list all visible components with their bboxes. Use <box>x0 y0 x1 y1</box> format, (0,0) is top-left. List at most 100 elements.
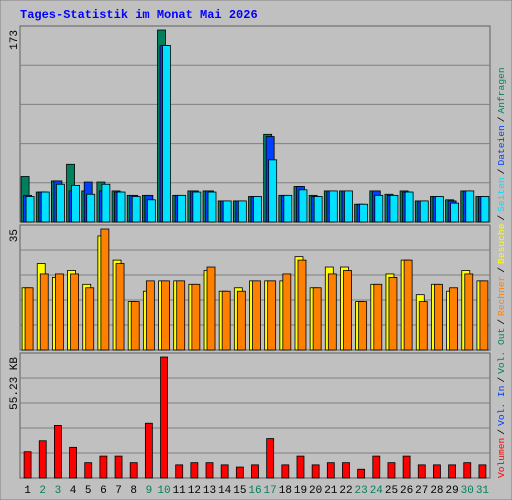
bar <box>99 455 108 479</box>
bar <box>404 191 414 223</box>
x-tick-label: 24 <box>370 485 384 497</box>
x-tick-label: 2 <box>39 485 46 497</box>
legend-entry: Rechner <box>496 276 507 316</box>
legend-entry: Besuche <box>496 223 507 264</box>
bar <box>145 280 155 351</box>
bar <box>372 455 381 479</box>
bar <box>100 228 110 351</box>
bar <box>342 462 350 479</box>
x-tick-label: 15 <box>233 485 246 497</box>
x-tick-label: 6 <box>100 485 107 497</box>
x-tick-label: 21 <box>324 485 338 497</box>
bar <box>25 196 35 223</box>
x-tick-label: 16 <box>248 485 261 497</box>
bar <box>388 276 398 351</box>
bar <box>131 196 141 223</box>
bar <box>419 200 429 223</box>
bar <box>266 438 275 479</box>
x-tick-label: 5 <box>85 485 92 497</box>
x-tick-label: 17 <box>264 485 277 497</box>
x-tick-label: 3 <box>55 485 62 497</box>
bar <box>235 466 244 479</box>
y-tick-label: 35 <box>9 229 21 242</box>
bar <box>39 273 49 351</box>
x-tick-label: 29 <box>445 485 458 497</box>
bar <box>191 283 201 351</box>
bar <box>253 196 262 223</box>
legend: Volumen / Vol. In / Vol. Out / Rechner / Besuche… <box>496 67 507 478</box>
x-tick-label: 18 <box>279 485 292 497</box>
bar <box>402 455 411 479</box>
legend-separator: / <box>496 377 507 383</box>
bar <box>464 273 474 351</box>
chart-title: Tages-Statistik im Monat Mai 2026 <box>20 8 258 22</box>
x-tick-label: 31 <box>476 485 490 497</box>
bar <box>115 263 125 351</box>
bar <box>358 301 368 351</box>
x-tick-label: 14 <box>218 485 232 497</box>
bar <box>328 190 338 223</box>
bar <box>267 280 277 351</box>
bar <box>162 45 171 223</box>
x-tick-label: 19 <box>294 485 307 497</box>
x-tick-label: 1 <box>24 485 31 497</box>
bar <box>297 259 307 351</box>
legend-entry: Anfragen <box>496 67 507 113</box>
x-tick-label: 25 <box>385 485 398 497</box>
bar <box>55 273 64 351</box>
bar <box>450 202 459 223</box>
bar <box>160 356 168 479</box>
bar <box>144 422 153 479</box>
bar <box>177 194 187 223</box>
bar <box>24 287 34 351</box>
y-tick-label: 173 <box>9 30 21 50</box>
x-tick-label: 30 <box>461 485 474 497</box>
legend-entry: Volumen <box>496 438 507 478</box>
bar <box>69 446 77 479</box>
bar <box>374 194 384 223</box>
bar <box>23 451 32 479</box>
bar <box>357 468 366 479</box>
legend-entry: Vol. In <box>496 386 507 426</box>
legend-separator: / <box>496 215 507 221</box>
bar <box>70 273 79 351</box>
bar <box>206 266 216 351</box>
x-tick-label: 7 <box>115 485 122 497</box>
bar <box>236 290 246 351</box>
x-tick-label: 20 <box>309 485 322 497</box>
bar <box>207 191 217 223</box>
bar <box>311 464 320 479</box>
bar <box>192 191 202 223</box>
bar <box>435 196 444 223</box>
x-tick-label: 9 <box>146 485 153 497</box>
bar <box>221 290 231 351</box>
bar <box>433 464 441 479</box>
bar <box>326 462 335 479</box>
bar <box>85 287 95 351</box>
legend-entry: Seiten <box>496 177 507 212</box>
bar <box>38 440 47 479</box>
bar <box>220 464 229 479</box>
bar <box>463 462 472 479</box>
bar <box>480 196 490 223</box>
legend-separator: / <box>496 429 507 435</box>
bar <box>146 199 156 223</box>
plot-area <box>19 352 491 479</box>
bar <box>448 464 456 479</box>
bar <box>449 287 458 351</box>
bar <box>40 191 50 223</box>
x-tick-label: 8 <box>130 485 137 497</box>
bar <box>312 287 322 351</box>
legend-entry: Vol. Out <box>496 328 507 374</box>
bar <box>116 191 126 223</box>
bar <box>222 200 232 223</box>
bar <box>237 200 247 223</box>
bar <box>114 455 123 479</box>
x-tick-label: 27 <box>415 485 428 497</box>
bar <box>296 455 305 479</box>
bar <box>86 193 96 223</box>
x-tick-label: 12 <box>188 485 201 497</box>
bar <box>161 280 170 351</box>
bar <box>298 189 308 223</box>
bar <box>281 464 290 479</box>
